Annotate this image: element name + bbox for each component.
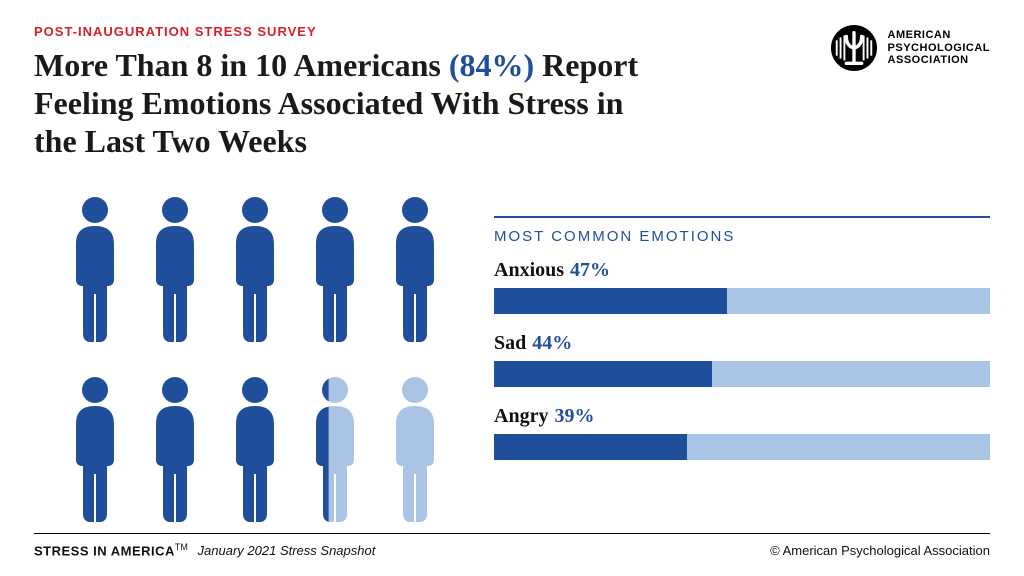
headline: More Than 8 in 10 Americans (84%) Report… <box>34 47 674 160</box>
logo-line1: AMERICAN <box>888 29 990 42</box>
bar-fill <box>494 361 712 387</box>
apa-logo: AMERICAN PSYCHOLOGICAL ASSOCIATION <box>830 24 990 72</box>
bar-track <box>494 288 990 314</box>
bar-label: Sad 44% <box>494 332 990 355</box>
psi-logo-icon <box>830 24 878 72</box>
person-icon <box>304 374 366 522</box>
footer-tm: TM <box>175 542 188 552</box>
person-icon <box>384 374 446 522</box>
bars-list: Anxious 47% Sad 44% Angry 39% <box>494 259 990 460</box>
bars-header: MOST COMMON EMOTIONS <box>494 216 990 251</box>
person-icon <box>144 194 206 342</box>
bar-item: Anxious 47% <box>494 259 990 314</box>
person-icon <box>304 194 366 342</box>
bar-name: Angry <box>494 405 548 427</box>
pictogram-row <box>64 194 454 342</box>
person-icon <box>144 374 206 522</box>
bars-panel: MOST COMMON EMOTIONS Anxious 47% Sad 44% Ang… <box>494 188 990 522</box>
logo-line2: PSYCHOLOGICAL <box>888 42 990 55</box>
pictogram-row <box>64 374 454 522</box>
bar-name: Sad <box>494 332 526 354</box>
headline-part1: More Than 8 in 10 Americans <box>34 47 449 83</box>
bar-item: Angry 39% <box>494 405 990 460</box>
bar-value: 44% <box>532 332 572 354</box>
bar-fill <box>494 288 727 314</box>
headline-accent: (84%) <box>449 47 534 83</box>
bar-track <box>494 361 990 387</box>
people-pictogram <box>34 188 454 522</box>
eyebrow: POST-INAUGURATION STRESS SURVEY <box>34 24 674 39</box>
bar-value: 47% <box>570 259 610 281</box>
person-icon <box>224 374 286 522</box>
person-icon <box>224 194 286 342</box>
person-icon <box>384 194 446 342</box>
person-icon <box>64 194 126 342</box>
bar-label: Anxious 47% <box>494 259 990 282</box>
logo-text: AMERICAN PSYCHOLOGICAL ASSOCIATION <box>888 29 990 67</box>
logo-line3: ASSOCIATION <box>888 54 990 67</box>
footer: STRESS IN AMERICATM January 2021 Stress … <box>34 533 990 558</box>
footer-brand: STRESS IN AMERICA <box>34 543 175 558</box>
bar-label: Angry 39% <box>494 405 990 428</box>
footer-copyright: © American Psychological Association <box>770 543 990 558</box>
person-icon <box>64 374 126 522</box>
bar-value: 39% <box>554 405 594 427</box>
bar-name: Anxious <box>494 259 564 281</box>
bar-track <box>494 434 990 460</box>
footer-left: STRESS IN AMERICATM January 2021 Stress … <box>34 542 375 558</box>
bar-item: Sad 44% <box>494 332 990 387</box>
bar-fill <box>494 434 687 460</box>
footer-snapshot: January 2021 Stress Snapshot <box>198 543 376 558</box>
